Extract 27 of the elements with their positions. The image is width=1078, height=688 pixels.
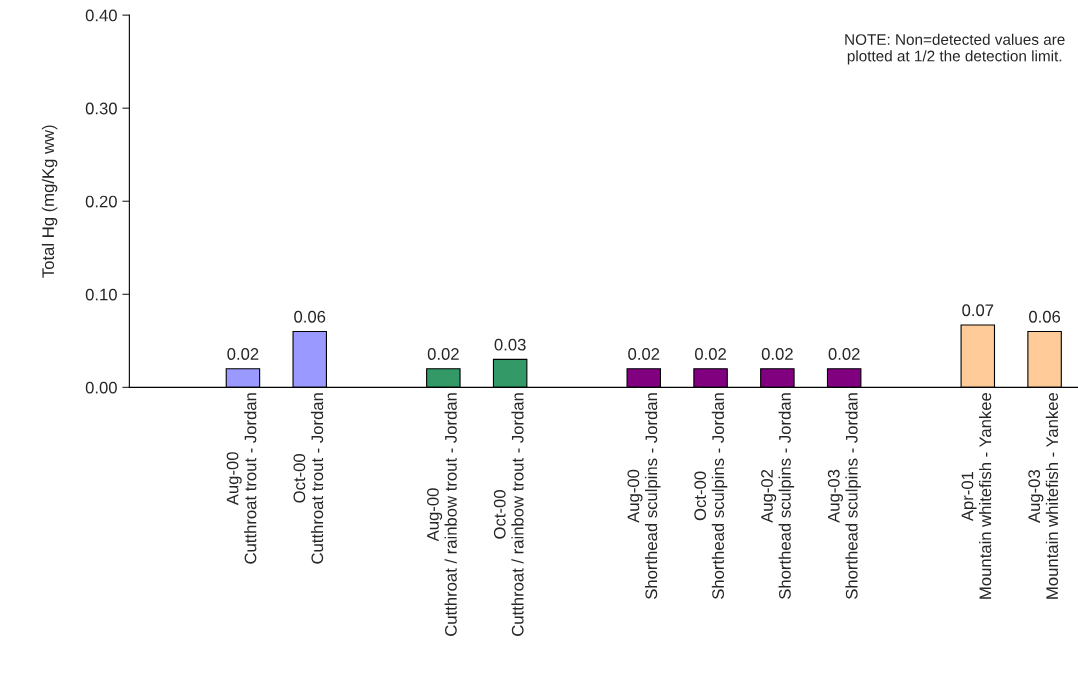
x-tick-label: Aug-00 Cutthroat trout - Jordan: [226, 393, 257, 564]
y-tick-label: 0.20: [85, 195, 117, 208]
data-label: 0.02: [761, 348, 793, 360]
x-tick-label: Oct-00 Cutthroat trout - Jordan: [293, 393, 324, 564]
data-label: 0.03: [494, 338, 526, 351]
data-label: 0.02: [695, 348, 726, 360]
data-label: 0.02: [427, 348, 459, 360]
y-tick-label: 0.10: [85, 288, 117, 301]
data-label: 0.06: [1029, 310, 1061, 323]
y-tick-label: 0.30: [85, 102, 117, 115]
x-tick-label: Apr-01 Mountain whitefish - Yankee: [961, 392, 992, 599]
x-tick-label: Oct-00 Shorthead sculpins - Jordan: [694, 393, 728, 599]
data-label: 0.06: [294, 310, 326, 323]
data-label: 0.02: [227, 348, 259, 360]
y-axis-title: Total Hg (mg/Kg ww): [41, 125, 58, 278]
y-tick-label: 0.00: [85, 381, 117, 394]
data-label: 0.07: [962, 304, 994, 317]
x-tick-label: Aug-02 Shorthead sculpins - Jordan: [761, 393, 795, 599]
x-tick-label: Aug-00 Cutthroat / rainbow trout - Jordan: [427, 393, 457, 636]
data-label: 0.02: [828, 348, 860, 360]
x-tick-label: Aug-03 Shorthead sculpins - Jordan: [827, 393, 861, 599]
x-tick-label: Aug-00 Shorthead sculpins - Jordan: [627, 393, 661, 599]
x-tick-label: Aug-03 Mountain whitefish - Yankee: [1028, 392, 1059, 599]
x-tick-label: Oct-00 Cutthroat / rainbow trout - Jordan: [493, 393, 524, 636]
annotation: NOTE: Non=detected values are plotted at 1/2 the detection limit.: [845, 33, 1065, 65]
data-label: 0.02: [628, 348, 660, 360]
y-tick-label: 0.40: [85, 9, 117, 22]
